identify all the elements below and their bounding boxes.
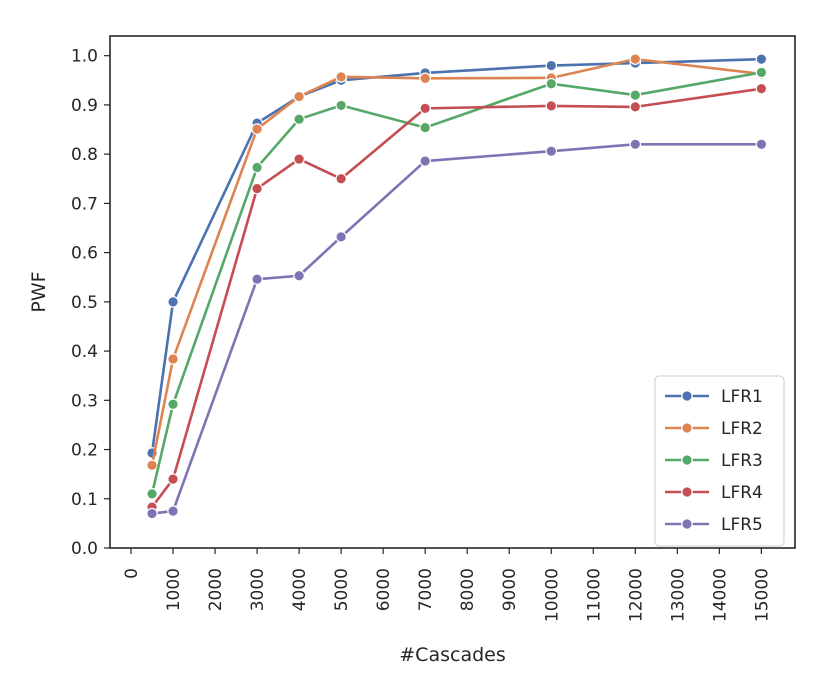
data-point [146, 507, 158, 520]
y-tick-label: 0.4 [71, 342, 98, 362]
x-axis-title: #Cascades [399, 644, 505, 666]
data-point [419, 121, 431, 134]
x-tick-label: 2000 [206, 568, 226, 611]
series-layer [146, 53, 768, 520]
x-tick-label: 10000 [542, 568, 562, 622]
legend-item: LFR3 [665, 451, 763, 471]
x-tick-label: 8000 [458, 568, 478, 611]
y-tick-label: 1.0 [71, 47, 98, 67]
legend-marker [681, 518, 693, 530]
data-point [629, 138, 642, 151]
x-tick-label: 0 [122, 568, 142, 579]
data-point [755, 138, 768, 151]
x-axis-ticks: 0 1000 2000 3000 4000 5000 6000 7000 8000 9000 100… [122, 548, 772, 622]
y-tick-label: 0.5 [71, 293, 98, 313]
x-tick-label: 3000 [248, 568, 268, 611]
data-point [545, 59, 558, 72]
x-tick-label: 13000 [668, 568, 688, 622]
legend-label: LFR1 [721, 387, 763, 407]
legend-label: LFR4 [721, 483, 763, 503]
data-point [146, 488, 158, 500]
data-point [167, 353, 179, 365]
data-point [251, 123, 263, 135]
legend-marker [681, 454, 693, 466]
data-point [335, 99, 347, 112]
y-tick-label: 0.0 [71, 539, 98, 559]
data-point [419, 102, 431, 115]
data-point [251, 182, 263, 195]
data-point [251, 161, 263, 174]
series-lfr3 [146, 66, 768, 500]
data-point [167, 398, 179, 411]
legend: LFR1 LFR2 LFR3 LFR4 LFR5 [654, 375, 785, 547]
y-tick-label: 0.3 [71, 391, 98, 411]
x-tick-label: 6000 [374, 568, 394, 611]
y-axis-ticks: 0.0 0.1 0.2 0.3 0.4 0.5 0.6 0.7 0.8 0.9 1.0 [71, 47, 110, 559]
data-point [545, 100, 558, 112]
data-point [545, 77, 558, 90]
series-lfr2 [146, 53, 768, 472]
data-point [293, 90, 305, 103]
x-tick-label: 4000 [290, 568, 310, 611]
data-point [419, 72, 431, 85]
x-tick-label: 11000 [584, 568, 604, 622]
data-point [629, 101, 642, 113]
data-point [293, 113, 305, 125]
legend-item: LFR5 [665, 515, 763, 535]
data-point [629, 89, 642, 101]
legend-item: LFR2 [665, 419, 763, 439]
data-point [755, 82, 768, 95]
legend-marker [681, 422, 693, 434]
legend-box [654, 375, 785, 547]
data-point [167, 473, 179, 485]
y-tick-label: 0.7 [71, 194, 98, 214]
legend-marker [681, 390, 693, 402]
x-tick-label: 9000 [500, 568, 520, 611]
series-lfr5 [146, 138, 768, 520]
data-point [335, 231, 347, 243]
data-point [251, 273, 263, 285]
data-point [545, 145, 558, 157]
data-point [335, 71, 347, 83]
x-tick-label: 1000 [164, 568, 184, 611]
legend-item: LFR4 [665, 483, 763, 503]
x-tick-label: 7000 [416, 568, 436, 611]
data-point [146, 459, 158, 472]
x-tick-label: 15000 [752, 568, 772, 622]
data-point [755, 66, 768, 79]
data-point [335, 172, 347, 185]
y-axis-title: PWF [28, 271, 50, 312]
plot-area-frame [109, 35, 796, 549]
data-point [293, 153, 305, 165]
y-tick-label: 0.6 [71, 244, 98, 264]
data-point [419, 155, 431, 167]
data-point [293, 269, 305, 282]
data-point [167, 505, 179, 517]
legend-label: LFR2 [721, 419, 763, 439]
y-tick-label: 0.2 [71, 441, 98, 461]
series-lfr4 [146, 82, 768, 513]
x-tick-label: 5000 [332, 568, 352, 611]
legend-label: LFR5 [721, 515, 763, 535]
x-tick-label: 14000 [710, 568, 730, 622]
y-tick-label: 0.1 [71, 490, 98, 510]
y-tick-label: 0.8 [71, 145, 98, 165]
legend-label: LFR3 [721, 451, 763, 471]
y-tick-label: 0.9 [71, 96, 98, 116]
legend-marker [681, 486, 693, 498]
x-tick-label: 12000 [626, 568, 646, 622]
data-point [629, 53, 642, 65]
data-point [755, 53, 768, 65]
data-point [167, 296, 179, 308]
legend-item: LFR1 [665, 387, 763, 407]
